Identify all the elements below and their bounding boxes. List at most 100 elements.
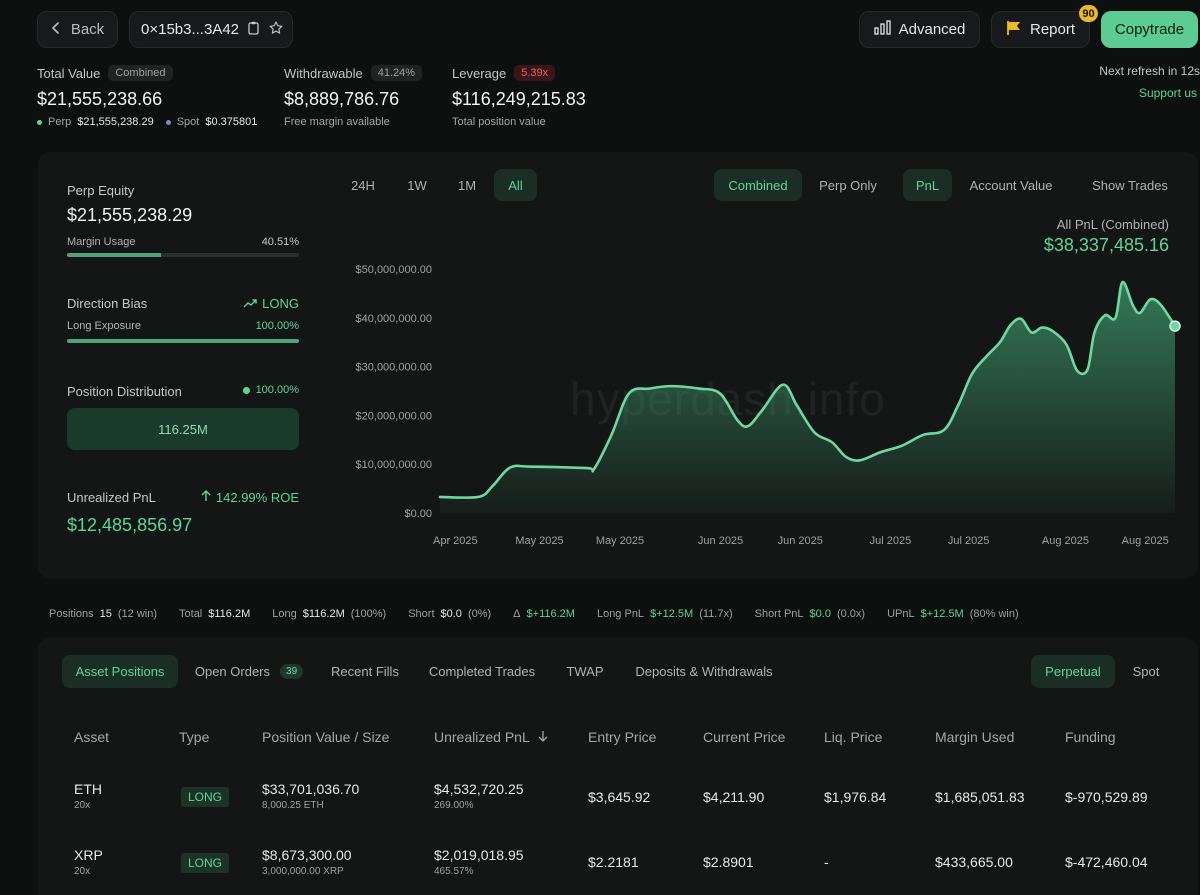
perp-dot xyxy=(37,119,42,125)
upnl-win: (80% win) xyxy=(969,608,1019,620)
x-tick-label: Jun 2025 xyxy=(698,535,743,547)
col-funding[interactable]: Funding xyxy=(1065,729,1116,745)
withdrawable-pill: 41.24% xyxy=(370,65,423,81)
row-margin-used: $433,665.00 xyxy=(935,854,1013,870)
long-exposure-bar xyxy=(67,339,299,343)
range-1w[interactable]: 1W xyxy=(407,177,427,193)
row-upnl: $4,532,720.25 xyxy=(434,781,524,797)
leverage-pill: 5.39x xyxy=(514,65,556,81)
leverage-sub: Total position value xyxy=(452,116,546,128)
copy-icon[interactable] xyxy=(247,21,260,39)
support-link[interactable]: Support us xyxy=(1138,86,1197,100)
col-position-value[interactable]: Position Value / Size xyxy=(262,729,390,745)
position-distribution-pct: 100.00% xyxy=(255,384,299,396)
range-24h[interactable]: 24H xyxy=(351,177,375,193)
row-leverage: 20x xyxy=(74,866,91,877)
tab-deposits-withdrawals[interactable]: Deposits & Withdrawals xyxy=(635,664,773,679)
y-axis: $0.00 $10,000,000.00 $20,000,000.00 $30,000… xyxy=(356,264,432,520)
mode-perp-only[interactable]: Perp Only xyxy=(819,177,877,193)
trending-up-icon xyxy=(243,296,257,311)
x-tick-label: Aug 2025 xyxy=(1122,535,1169,547)
row-liq-price: $1,976.84 xyxy=(824,789,887,805)
tab-asset-positions[interactable]: Asset Positions xyxy=(62,655,178,688)
perp-equity-value: $21,555,238.29 xyxy=(67,205,193,225)
mode-combined[interactable]: Combined xyxy=(714,169,802,201)
col-unrealized-pnl-label: Unrealized PnL xyxy=(434,729,530,745)
total-value-title: Total Value xyxy=(37,65,101,81)
row-position-value: $8,673,300.00 xyxy=(262,847,352,863)
leverage-title: Leverage xyxy=(452,65,507,81)
unrealized-pnl-value: $12,485,856.97 xyxy=(67,515,193,535)
row-current-price: $2.8901 xyxy=(703,854,754,870)
spot-value: $0.375801 xyxy=(205,116,258,128)
pnl-title: All PnL (Combined) xyxy=(1056,217,1169,232)
long-pnl-multiple: (11.7x) xyxy=(699,608,733,620)
tab-spot[interactable]: Spot xyxy=(1132,664,1160,679)
short-pnl-value: $0.0 xyxy=(809,608,831,620)
open-orders-label: Open Orders xyxy=(194,664,271,679)
total-value-strip: $116.2M xyxy=(208,608,251,620)
upnl-label: UPnL xyxy=(887,608,915,620)
positions-win: (12 win) xyxy=(117,608,158,620)
tab-completed-trades[interactable]: Completed Trades xyxy=(428,664,536,679)
pnl-area-fill xyxy=(440,282,1175,513)
back-button[interactable]: Back xyxy=(37,11,118,48)
col-unrealized-pnl[interactable]: Unrealized PnL xyxy=(434,729,548,745)
roe-indicator: 142.99% ROE xyxy=(190,490,299,505)
pnl-series-line xyxy=(438,280,1177,499)
row-funding: $-472,460.04 xyxy=(1065,854,1148,870)
col-current-price[interactable]: Current Price xyxy=(703,729,786,745)
row-position-value: $33,701,036.70 xyxy=(262,781,360,797)
range-all[interactable]: All xyxy=(494,169,537,201)
positions-count: 15 xyxy=(99,608,112,620)
y-tick-label: $30,000,000.00 xyxy=(356,362,432,374)
range-1m[interactable]: 1M xyxy=(457,177,477,193)
pnl-end-point[interactable] xyxy=(1169,320,1181,332)
col-type[interactable]: Type xyxy=(179,729,210,745)
copytrade-button[interactable]: Copytrade xyxy=(1101,11,1198,48)
tab-twap[interactable]: TWAP xyxy=(566,664,604,679)
show-trades-button[interactable]: Show Trades xyxy=(1092,177,1168,193)
row-type-badge: LONG xyxy=(181,787,230,807)
y-tick-label: $20,000,000.00 xyxy=(356,410,432,422)
short-pnl-multiple: (0.0x) xyxy=(836,608,866,620)
long-pnl-value: $+12.5M xyxy=(650,608,694,620)
advanced-button[interactable]: Advanced xyxy=(859,11,980,48)
tab-perpetual[interactable]: Perpetual xyxy=(1031,655,1115,688)
row-entry-price: $3,645.92 xyxy=(588,789,651,805)
row-margin-used: $1,685,051.83 xyxy=(935,789,1025,805)
advanced-label: Advanced xyxy=(898,21,966,38)
tab-open-orders[interactable]: Open Orders 39 xyxy=(188,655,310,688)
pnl-area-chart[interactable]: $0.00 $10,000,000.00 $20,000,000.00 $30,000… xyxy=(340,255,1190,555)
row-liq-price: - xyxy=(824,854,829,870)
total-label: Total xyxy=(179,608,203,620)
perp-spot-breakdown: Perp $21,555,238.29 Spot $0.375801 xyxy=(37,116,257,128)
long-pct: (100%) xyxy=(350,608,387,620)
col-entry-price[interactable]: Entry Price xyxy=(588,729,657,745)
tab-recent-fills[interactable]: Recent Fills xyxy=(331,664,399,679)
report-button[interactable]: Report xyxy=(991,11,1090,48)
perp-value: $21,555,238.29 xyxy=(77,116,154,128)
row-current-price: $4,211.90 xyxy=(703,789,765,805)
total-value-label: Total Value Combined xyxy=(37,65,173,81)
margin-usage-label: Margin Usage xyxy=(67,236,136,248)
long-exposure-fill xyxy=(67,339,299,343)
metric-account-value[interactable]: Account Value xyxy=(969,177,1053,193)
row-upnl: $2,019,018.95 xyxy=(434,847,524,863)
col-asset[interactable]: Asset xyxy=(74,729,110,745)
next-refresh-text: Next refresh in 12s xyxy=(1099,64,1200,78)
short-value: $0.0 xyxy=(440,608,462,620)
x-tick-label: Aug 2025 xyxy=(1042,535,1089,547)
col-liq-price[interactable]: Liq. Price xyxy=(824,729,883,745)
x-tick-label: May 2025 xyxy=(515,535,563,547)
x-tick-label: Jul 2025 xyxy=(870,535,912,547)
position-distribution-bar[interactable]: 116.25M xyxy=(67,408,299,450)
col-margin-used[interactable]: Margin Used xyxy=(935,729,1015,745)
arrow-up-icon xyxy=(201,490,211,505)
metric-pnl[interactable]: PnL xyxy=(903,169,952,201)
chevron-left-icon xyxy=(51,21,61,39)
row-position-size: 3,000,000.00 XRP xyxy=(262,866,344,877)
star-icon[interactable] xyxy=(268,20,284,40)
position-distribution-label: Position Distribution xyxy=(67,384,182,399)
address-chip: 0×15b3...3A42 xyxy=(129,11,293,48)
